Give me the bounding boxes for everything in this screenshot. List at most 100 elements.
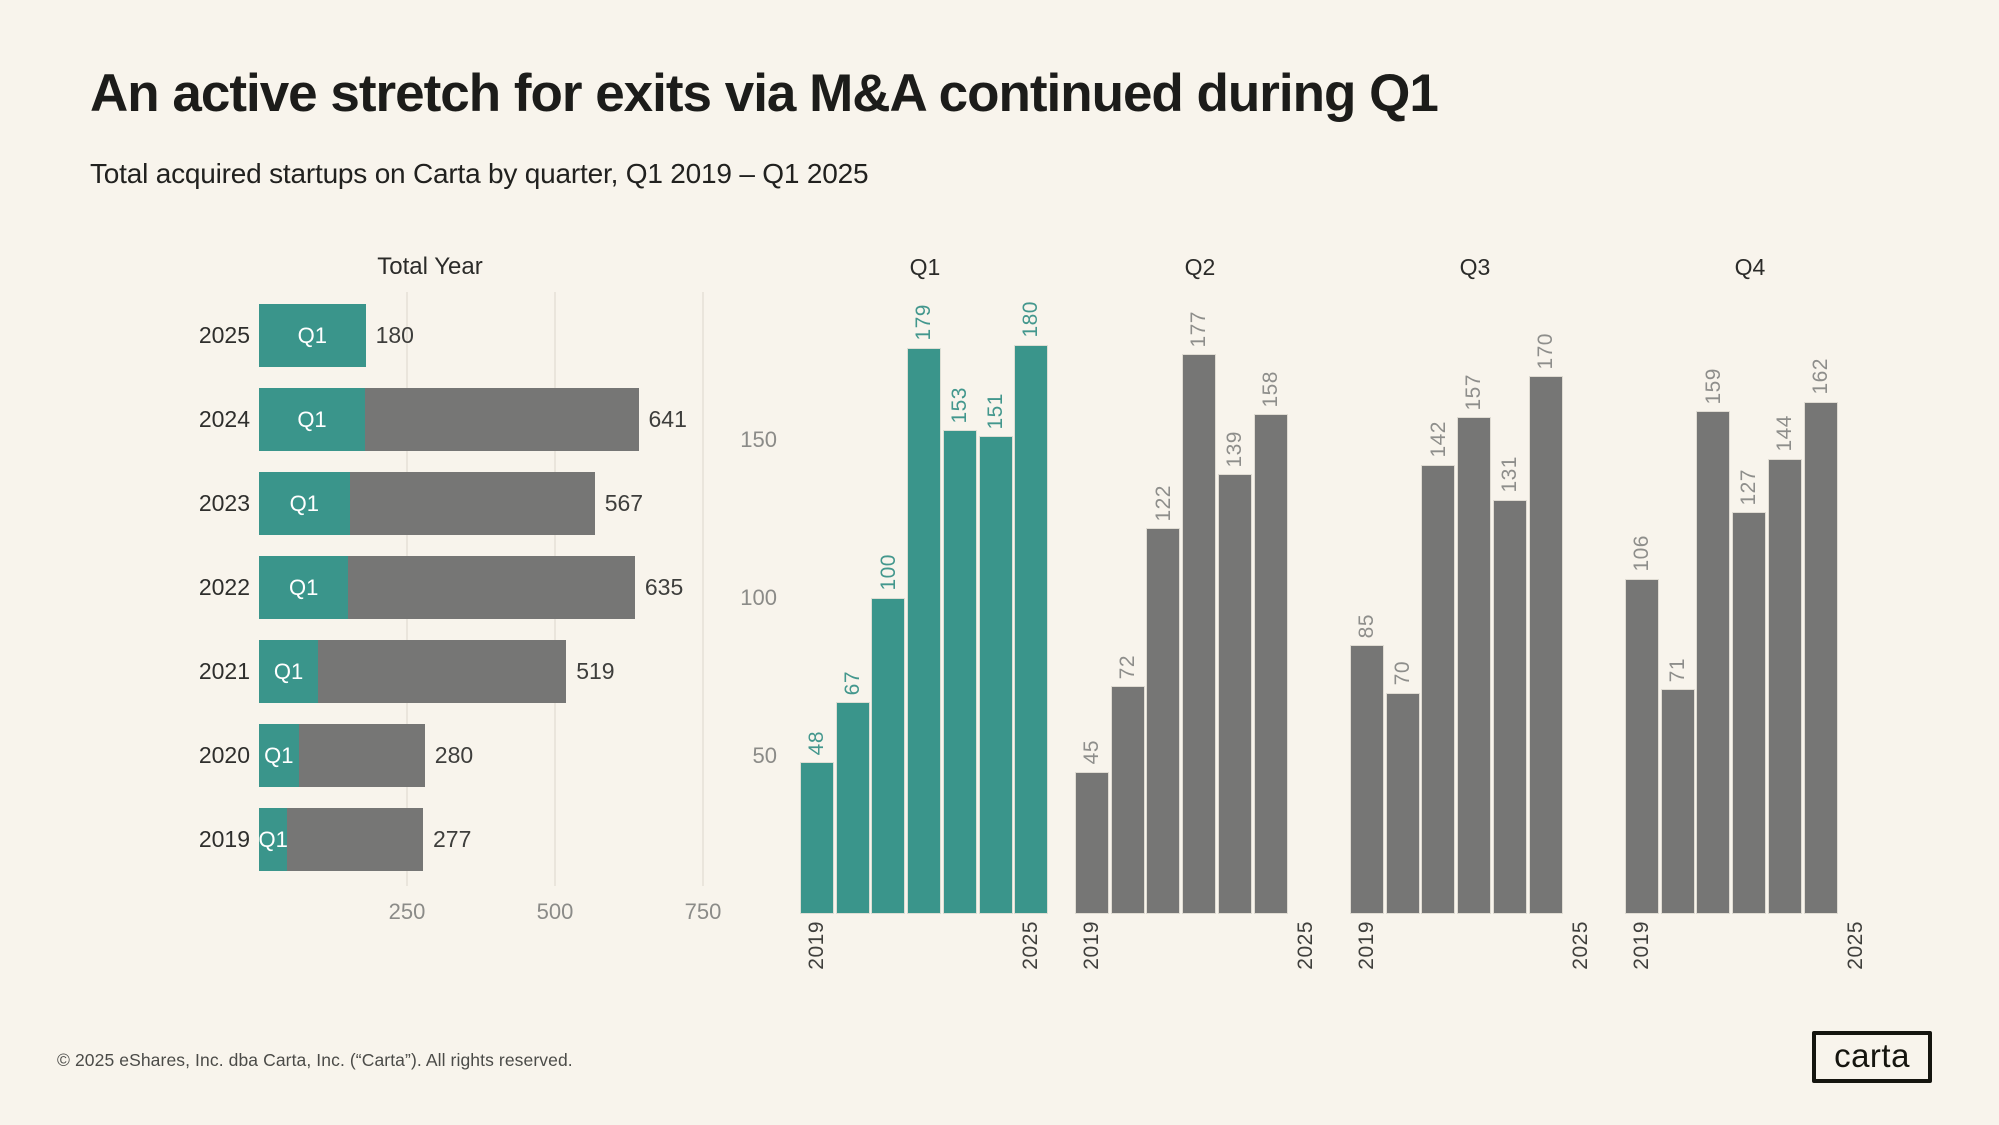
bar-value-label: 162 — [1808, 358, 1832, 395]
bar-value-label: 139 — [1222, 430, 1246, 468]
q3-bar-2019 — [1350, 645, 1385, 914]
bar-value-label: 100 — [876, 554, 900, 591]
q2-bar-2023 — [1217, 474, 1252, 914]
total-value-label: 180 — [375, 321, 414, 348]
q1-bar-2021 — [871, 597, 906, 914]
bar-value-label: 48 — [805, 730, 829, 756]
year-label: 2021 — [198, 657, 250, 684]
bar-value-label: 67 — [840, 670, 864, 696]
q1-segment: Q1 — [259, 724, 299, 787]
x-axis-tick: 250 — [388, 899, 426, 924]
q1-segment-label: Q1 — [264, 742, 294, 768]
q2-bar-2022 — [1182, 354, 1217, 914]
q1-segment-label: Q1 — [258, 826, 288, 852]
q1-bar-2025 — [1014, 344, 1049, 914]
bar-value-label: 170 — [1533, 332, 1557, 370]
total-year-bar: Q1 — [259, 304, 366, 367]
total-value-label: 280 — [434, 741, 474, 768]
q4-bar-2024 — [1803, 401, 1838, 914]
total-year-bar: Q1 — [259, 724, 425, 787]
y-axis-tick: 100 — [740, 584, 777, 610]
year-label: 2023 — [198, 489, 250, 516]
bar-value-label: 153 — [947, 386, 971, 424]
total-value-label: 567 — [604, 489, 644, 516]
q1-segment-label: Q1 — [289, 490, 319, 516]
total-value-label: 519 — [576, 657, 615, 684]
bar-value-label: 106 — [1630, 535, 1654, 572]
q4-bar-2019 — [1625, 578, 1660, 914]
carta-logo: carta — [1812, 1031, 1932, 1083]
q1-bar-2023 — [942, 430, 977, 914]
bar-value-label: 177 — [1187, 310, 1211, 348]
x-axis-tick: 2019 — [1355, 921, 1379, 970]
bar-value-label: 72 — [1115, 654, 1139, 680]
total-year-bar: Q1 — [259, 472, 595, 535]
q3-bar-2024 — [1528, 376, 1563, 914]
y-axis-tick: 150 — [740, 426, 777, 452]
q4-bar-2022 — [1732, 512, 1767, 914]
bar-value-label: 158 — [1258, 370, 1282, 408]
bar-value-label: 159 — [1701, 367, 1725, 405]
year-label: 2024 — [198, 405, 250, 432]
year-label: 2025 — [198, 321, 250, 348]
bar-value-label: 122 — [1151, 484, 1175, 522]
page-title: An active stretch for exits via M&A cont… — [90, 64, 1439, 123]
carta-logo-text: carta — [1834, 1036, 1910, 1074]
total-value-label: 277 — [433, 825, 472, 852]
x-axis-tick: 750 — [684, 899, 722, 924]
bar-value-label: 71 — [1665, 658, 1689, 683]
bar-value-label: 151 — [983, 392, 1007, 430]
x-axis-tick: 2025 — [1294, 921, 1318, 970]
q2-bar-2020 — [1110, 686, 1145, 914]
q1-segment-label: Q1 — [289, 574, 319, 600]
q1-segment: Q1 — [259, 388, 365, 451]
q1-segment: Q1 — [259, 304, 366, 367]
bar-value-label: 131 — [1497, 456, 1521, 493]
total-value-label: 635 — [644, 573, 684, 600]
bar-value-label: 127 — [1737, 468, 1761, 506]
year-label: 2022 — [198, 573, 250, 600]
q3-chart-title: Q3 — [1459, 254, 1491, 280]
year-label: 2020 — [198, 741, 250, 768]
x-axis-tick: 2019 — [805, 921, 829, 970]
q1-segment-label: Q1 — [273, 658, 304, 684]
q4-bar-2023 — [1767, 458, 1802, 914]
x-axis-tick: 2019 — [1080, 921, 1104, 970]
q1-segment: Q1 — [259, 472, 350, 535]
q1-segment: Q1 — [259, 556, 349, 619]
q1-bar-2024 — [978, 436, 1013, 914]
q4-chart-title: Q4 — [1734, 254, 1766, 280]
total-year-bar: Q1 — [259, 556, 635, 619]
total-year-bar: Q1 — [259, 808, 423, 871]
q1-bar-2019 — [800, 762, 835, 914]
x-axis-tick: 2025 — [1844, 921, 1868, 970]
q3-bar-2020 — [1385, 692, 1420, 914]
total-year-bar: Q1 — [259, 388, 639, 451]
copyright-text: © 2025 eShares, Inc. dba Carta, Inc. (“C… — [57, 1050, 573, 1070]
y-axis-tick: 50 — [752, 742, 777, 768]
x-axis-tick: 2025 — [1569, 921, 1593, 970]
q4-bar-2020 — [1660, 689, 1695, 914]
bar-value-label: 70 — [1390, 661, 1414, 686]
q1-bar-2022 — [907, 347, 942, 914]
bar-value-label: 144 — [1772, 414, 1796, 452]
q2-bar-2019 — [1075, 771, 1110, 914]
year-label: 2019 — [198, 825, 250, 852]
bar-value-label: 180 — [1019, 301, 1043, 338]
page-subtitle: Total acquired startups on Carta by quar… — [90, 158, 869, 189]
q1-segment-label: Q1 — [297, 406, 327, 432]
gridline — [702, 292, 704, 886]
total-year-bar: Q1 — [259, 640, 567, 703]
total-value-label: 641 — [648, 405, 687, 432]
q1-segment: Q1 — [259, 640, 319, 703]
bar-value-label: 85 — [1355, 613, 1379, 639]
q2-bar-2021 — [1146, 528, 1181, 914]
q1-segment: Q1 — [258, 808, 288, 871]
q2-bar-2024 — [1253, 414, 1288, 914]
q3-bar-2021 — [1421, 464, 1456, 914]
x-axis-tick: 2025 — [1019, 921, 1043, 970]
total-year-chart-title: Total Year — [377, 253, 483, 280]
bar-value-label: 157 — [1462, 373, 1486, 411]
bar-value-label: 179 — [912, 304, 936, 341]
